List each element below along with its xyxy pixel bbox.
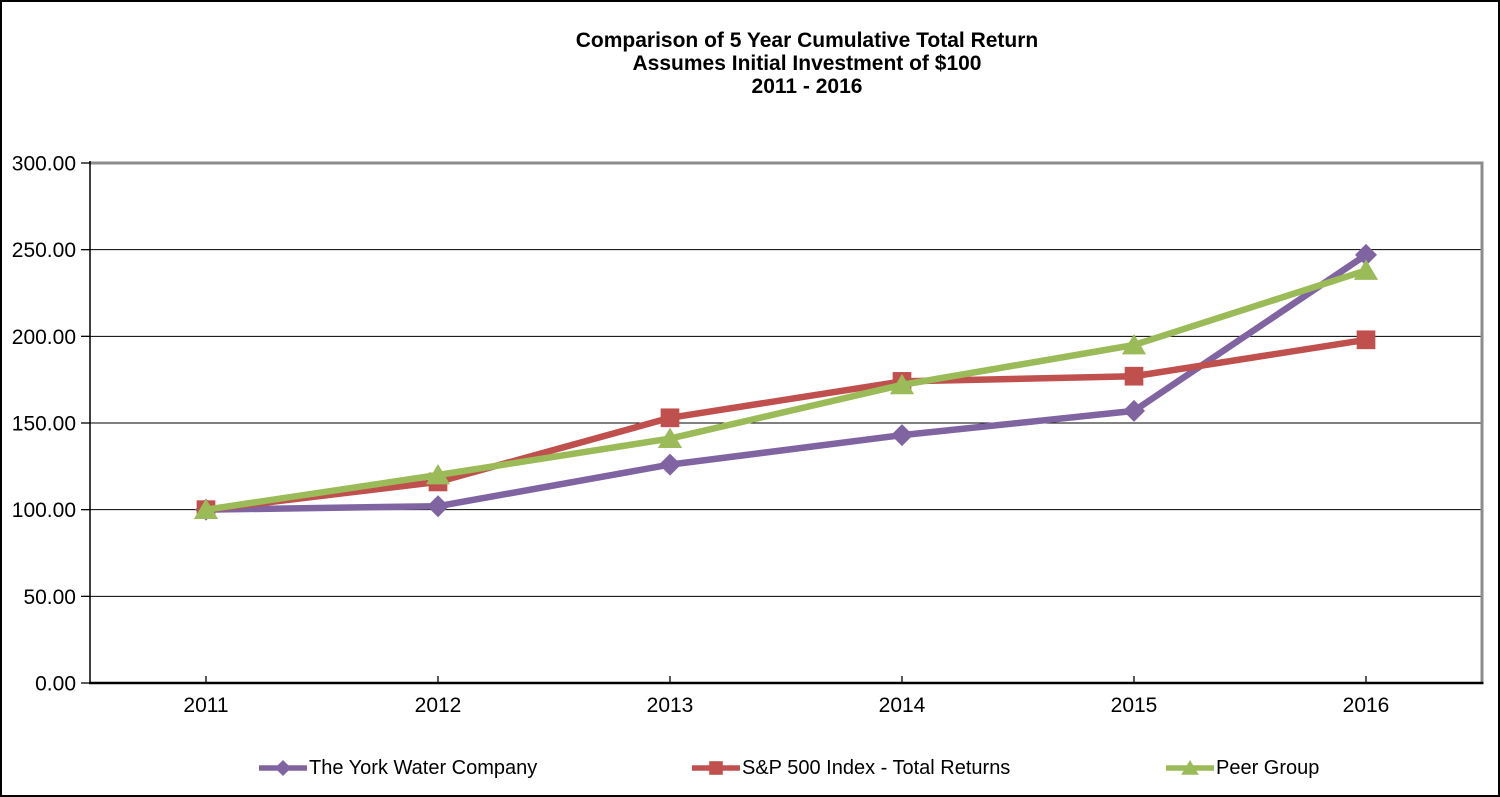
- chart-title: Comparison of 5 Year Cumulative Total Re…: [112, 29, 1498, 98]
- x-tick-label: 2012: [415, 694, 462, 717]
- series-the-york-water-company: [195, 243, 1377, 521]
- legend-marker-triangle-icon: [1166, 760, 1214, 775]
- legend-label-sp500: S&P 500 Index - Total Returns: [742, 756, 1011, 779]
- y-tick-label: 100.00: [12, 499, 76, 522]
- y-tick-label: 50.00: [23, 586, 76, 609]
- y-tick-label: 300.00: [12, 153, 76, 176]
- x-tick-label: 2014: [879, 694, 926, 717]
- x-tick-label: 2011: [183, 694, 228, 717]
- legend-label-peer-group: Peer Group: [1216, 756, 1320, 779]
- y-axis-ticks-labels: 0.00 50.00 100.00 150.00 200.00 250.00 300.00: [12, 153, 90, 696]
- y-tick-label: 200.00: [12, 326, 76, 349]
- axes: [89, 161, 1484, 685]
- series-peer-group: [193, 259, 1379, 520]
- legend-item-york-water: The York Water Company: [259, 755, 537, 781]
- y-tick-label: 0.00: [35, 673, 76, 696]
- x-tick-label: 2015: [1111, 694, 1158, 717]
- chart-title-line-2: Assumes Initial Investment of $100: [632, 52, 982, 75]
- plot-border: [89, 161, 1484, 683]
- legend-marker-square-icon: [692, 761, 740, 775]
- legend-marker-diamond-icon: [259, 760, 307, 776]
- series-s-p-500-index-total-returns: [196, 330, 1376, 520]
- legend-label-york-water: The York Water Company: [309, 756, 538, 779]
- x-tick-label: 2016: [1343, 694, 1390, 717]
- y-tick-label: 150.00: [12, 413, 76, 436]
- legend-item-peer-group: Peer Group: [1166, 755, 1319, 781]
- legend-item-sp500: S&P 500 Index - Total Returns: [692, 755, 1010, 781]
- x-axis-ticks-labels: 2011 2012 2013 2014 2015 2016: [183, 676, 1389, 717]
- x-tick-label: 2013: [647, 694, 694, 717]
- y-tick-label: 250.00: [12, 239, 76, 262]
- chart-title-line-3: 2011 - 2016: [751, 75, 863, 98]
- chart-title-line-1: Comparison of 5 Year Cumulative Total Re…: [575, 29, 1039, 52]
